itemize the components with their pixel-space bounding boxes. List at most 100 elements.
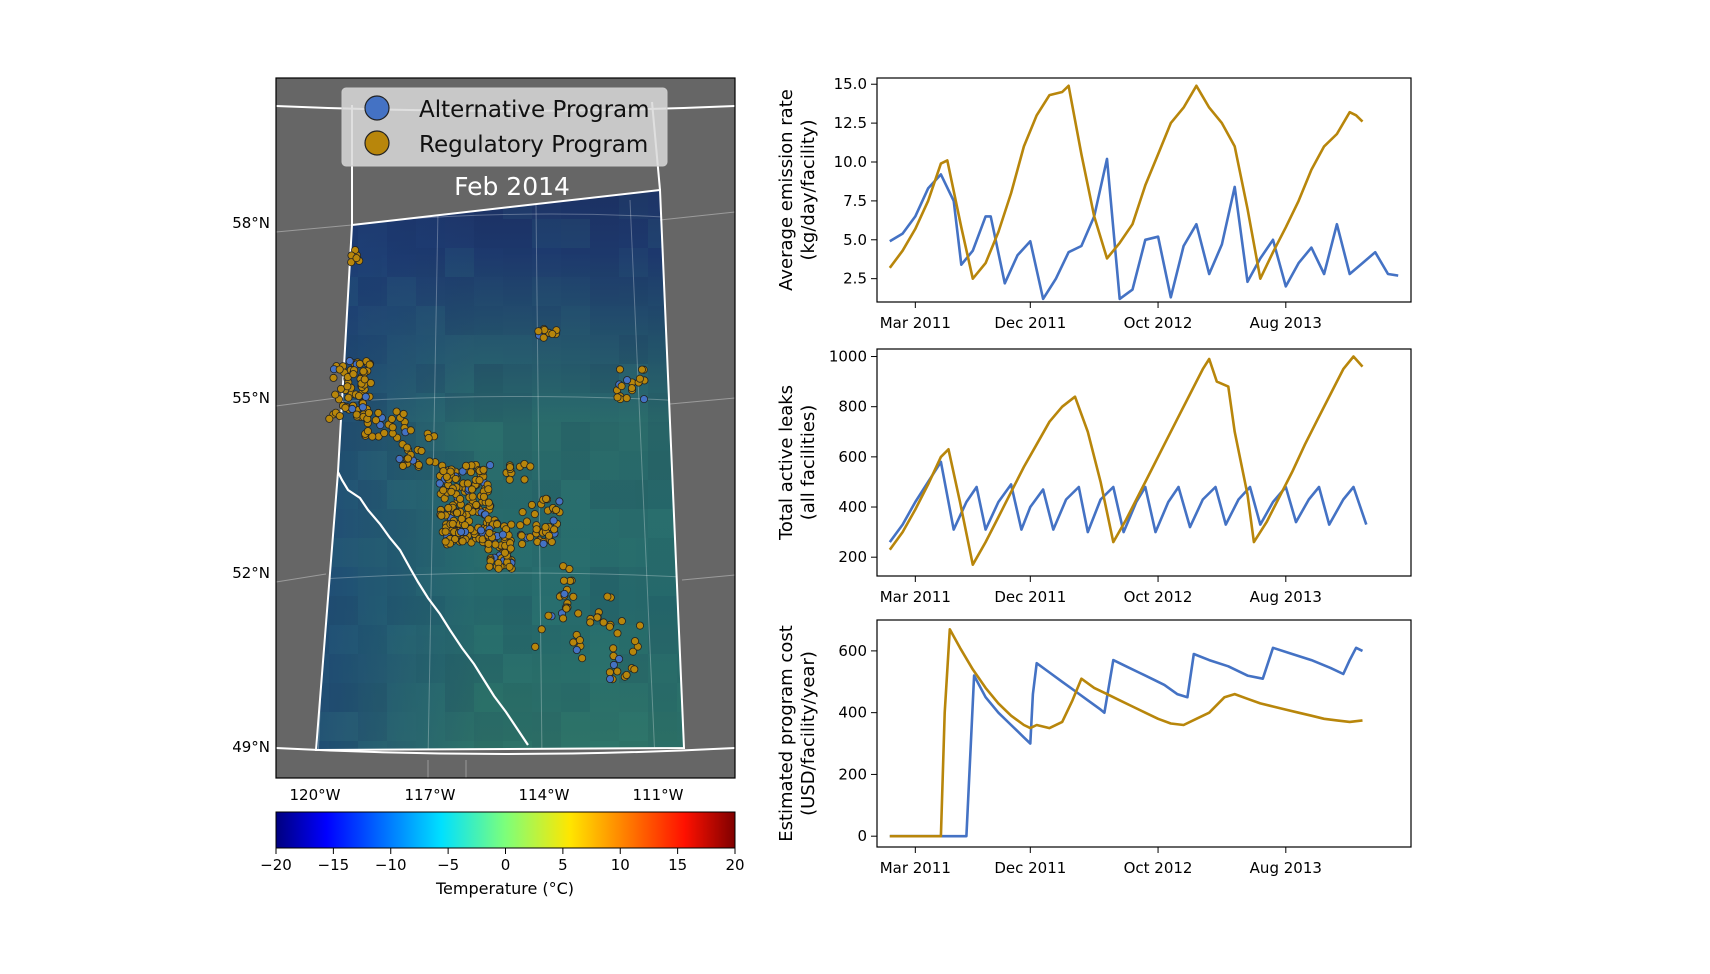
colorbar-tick-label: −5 bbox=[437, 856, 459, 874]
facility-regulatory bbox=[360, 375, 369, 384]
lat-label-49: 49°N bbox=[232, 738, 270, 756]
y-tick-label: 400 bbox=[838, 704, 867, 722]
facility-regulatory bbox=[638, 365, 647, 374]
facility-regulatory bbox=[462, 461, 471, 470]
facility-regulatory bbox=[537, 625, 546, 634]
facility-regulatory bbox=[399, 409, 408, 418]
facility-regulatory bbox=[518, 508, 527, 517]
y-tick-label: 400 bbox=[838, 498, 867, 516]
facility-regulatory bbox=[398, 461, 407, 470]
lon-label-114: 114°W bbox=[519, 786, 570, 804]
facility-alternative bbox=[609, 660, 618, 669]
facility-regulatory bbox=[506, 544, 515, 553]
lon-label-117: 117°W bbox=[405, 786, 456, 804]
facility-regulatory bbox=[417, 446, 426, 455]
colorbar-tick-label: 10 bbox=[611, 856, 630, 874]
colorbar-tick-label: 0 bbox=[501, 856, 511, 874]
y-tick-label: 800 bbox=[838, 398, 867, 416]
facility-regulatory bbox=[636, 621, 645, 630]
chart-panel-2: Mar 2011 Dec 2011 Oct 2012 Aug 2013 200 400 60… bbox=[776, 348, 1412, 606]
facility-regulatory bbox=[484, 539, 493, 548]
y-tick-label: 2.5 bbox=[843, 270, 867, 288]
facility-regulatory bbox=[479, 465, 488, 474]
facility-regulatory bbox=[371, 416, 380, 425]
facility-regulatory bbox=[545, 531, 554, 540]
facility-regulatory bbox=[347, 258, 356, 267]
facility-regulatory bbox=[484, 485, 493, 494]
colorbar-tick-label: −15 bbox=[318, 856, 350, 874]
facility-regulatory bbox=[466, 468, 475, 477]
facility-regulatory bbox=[526, 462, 535, 471]
province-border bbox=[314, 188, 686, 752]
x-tick-label: Dec 2011 bbox=[994, 588, 1066, 606]
facility-regulatory bbox=[532, 525, 541, 534]
colorbar-tick-label: 5 bbox=[558, 856, 568, 874]
facility-regulatory bbox=[448, 519, 457, 528]
facility-regulatory bbox=[447, 487, 456, 496]
facility-regulatory bbox=[492, 520, 501, 529]
facility-regulatory bbox=[534, 327, 543, 336]
facility-regulatory bbox=[374, 408, 383, 417]
series-line-regulatory bbox=[888, 355, 1364, 566]
facility-alternative bbox=[376, 421, 385, 430]
y-axis-label: Average emission rate bbox=[776, 89, 797, 291]
y-tick-label: 200 bbox=[838, 548, 867, 566]
facility-alternative bbox=[457, 527, 466, 536]
facility-regulatory bbox=[403, 454, 412, 463]
x-tick-label: Mar 2011 bbox=[880, 314, 951, 332]
colorbar: −20 −15 −10 −5 0 5 10 15 20 Temperature (°C) bbox=[260, 811, 745, 898]
facility-regulatory bbox=[629, 647, 638, 656]
colorbar-tick-label: −20 bbox=[260, 856, 292, 874]
facility-regulatory bbox=[464, 504, 473, 513]
series-line-regulatory bbox=[889, 628, 1363, 838]
facility-regulatory bbox=[343, 382, 352, 391]
y-tick-label: 10.0 bbox=[834, 153, 867, 171]
facility-regulatory bbox=[500, 548, 509, 557]
x-tick-label: Dec 2011 bbox=[994, 314, 1066, 332]
y-tick-label: 600 bbox=[838, 448, 867, 466]
facility-regulatory bbox=[552, 505, 561, 514]
facility-regulatory bbox=[622, 394, 631, 403]
series-line-alternative bbox=[889, 646, 1364, 838]
facility-regulatory bbox=[516, 521, 525, 530]
x-tick-label: Mar 2011 bbox=[880, 588, 951, 606]
y-tick-label: 200 bbox=[838, 765, 867, 783]
map-date-title: Feb 2014 bbox=[454, 172, 570, 201]
map-frame bbox=[275, 77, 736, 779]
facility-regulatory bbox=[617, 617, 626, 626]
plot-area bbox=[876, 619, 1412, 848]
facility-regulatory bbox=[507, 520, 516, 529]
facility-regulatory bbox=[352, 410, 361, 419]
facility-regulatory bbox=[424, 433, 433, 442]
y-tick-label: 7.5 bbox=[843, 192, 867, 210]
facility-regulatory bbox=[517, 531, 526, 540]
facility-regulatory bbox=[331, 390, 340, 399]
facility-regulatory bbox=[531, 642, 540, 651]
colorbar-tick-label: 15 bbox=[668, 856, 687, 874]
map-legend: Alternative Program Regulatory Program bbox=[341, 87, 668, 167]
facility-regulatory bbox=[444, 503, 453, 512]
y-axis-label-units: (all facilities) bbox=[798, 405, 819, 521]
facility-regulatory bbox=[472, 500, 481, 509]
y-tick-label: 12.5 bbox=[834, 114, 867, 132]
facility-regulatory bbox=[574, 609, 583, 618]
lat-label-58: 58°N bbox=[232, 214, 270, 232]
facility-regulatory bbox=[562, 604, 571, 613]
facility-regulatory bbox=[491, 540, 500, 549]
facility-regulatory bbox=[505, 562, 514, 571]
facility-alternative bbox=[623, 376, 632, 385]
facility-regulatory bbox=[352, 254, 361, 263]
facility-regulatory bbox=[437, 511, 446, 520]
facility-regulatory bbox=[526, 533, 535, 542]
colorbar-tick-label: −10 bbox=[375, 856, 407, 874]
x-tick-label: Aug 2013 bbox=[1250, 314, 1322, 332]
facility-regulatory bbox=[354, 391, 363, 400]
y-axis-label-units: (USD/facility/year) bbox=[798, 651, 819, 816]
facility-alternative bbox=[358, 403, 367, 412]
y-axis-label: Total active leaks bbox=[776, 385, 797, 541]
facility-regulatory bbox=[635, 374, 644, 383]
series-line-alternative bbox=[888, 460, 1368, 543]
facility-alternative bbox=[395, 454, 404, 463]
facility-regulatory bbox=[522, 517, 531, 526]
